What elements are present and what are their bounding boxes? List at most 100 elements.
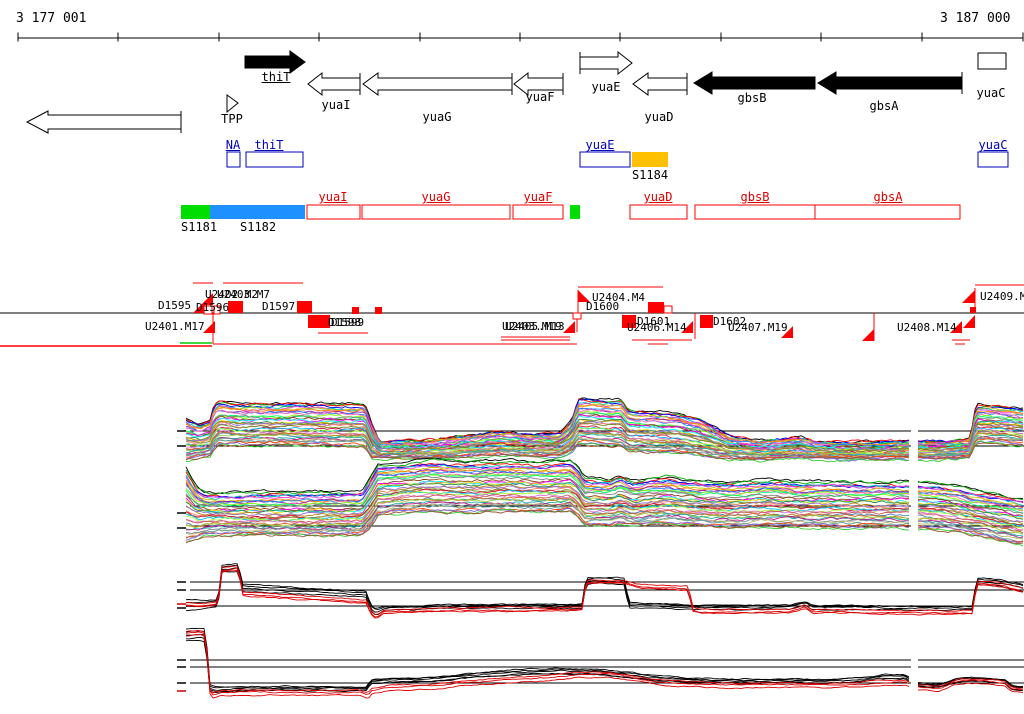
yuaE-feature-label[interactable]: yuaE xyxy=(585,138,615,152)
profile-line xyxy=(185,565,1024,615)
profile-line xyxy=(185,493,909,524)
probe-flag-triangle[interactable] xyxy=(862,329,874,341)
profile-line xyxy=(917,528,1024,547)
profile-line xyxy=(917,519,1024,539)
gbsB-segment-label[interactable]: gbsB xyxy=(740,190,770,204)
yuaF-segment-label[interactable]: yuaF xyxy=(523,190,553,204)
yuaF-segment-box[interactable] xyxy=(512,204,564,220)
probe-open-box xyxy=(572,312,582,320)
probe-flag-box[interactable] xyxy=(297,301,312,313)
gbsA-segment-box[interactable] xyxy=(814,204,961,220)
yuaD-segment-box[interactable] xyxy=(629,204,688,220)
yuaF-gene-arrow[interactable] xyxy=(513,71,564,97)
profile-line xyxy=(917,492,1024,508)
thiT-gene-label[interactable]: thiT xyxy=(261,70,291,84)
gbsB-gene-arrow[interactable] xyxy=(693,71,816,95)
S1182-segment-label: S1182 xyxy=(240,220,277,234)
profile-line xyxy=(917,526,1024,545)
yuaE-feature-box[interactable] xyxy=(579,151,631,168)
profile-line xyxy=(917,481,1024,500)
probe-label-D1601: D1601 xyxy=(637,315,671,328)
probe-flag-box[interactable] xyxy=(622,315,636,328)
profile-line xyxy=(917,520,1024,537)
probe-flag-triangle[interactable] xyxy=(578,290,590,302)
profile-line xyxy=(917,428,1023,454)
thiT-feature-label[interactable]: thiT xyxy=(254,138,284,152)
profile-line xyxy=(185,464,910,500)
probe-flag-triangle[interactable] xyxy=(681,321,693,333)
profile-line xyxy=(185,509,910,543)
probe-label-D1598: D1598 xyxy=(328,316,362,329)
yuaC-feature-box[interactable] xyxy=(977,151,1009,168)
probe-flag-triangle[interactable] xyxy=(203,321,215,333)
S1182-segment-box[interactable] xyxy=(210,205,305,219)
profile-line xyxy=(186,569,1024,619)
yuaC-feature-label[interactable]: yuaC xyxy=(978,138,1008,152)
probe-flag-box[interactable] xyxy=(648,302,664,313)
probe-label-U2407.M19: U2407.M19 xyxy=(728,321,788,334)
profile-line xyxy=(185,442,910,461)
yuaG-gene-label: yuaG xyxy=(422,110,452,124)
NA-feature-box[interactable] xyxy=(226,151,241,168)
gbsA-gene-label: gbsA xyxy=(869,99,899,113)
tpp-riboswitch-glyph[interactable] xyxy=(226,94,239,114)
ruler-end-coordinate: 3 187 000 xyxy=(940,11,1011,26)
yuaD-gene-arrow[interactable] xyxy=(632,72,688,96)
yuaI-gene-label: yuaI xyxy=(321,98,351,112)
gbsA-segment-label[interactable]: gbsA xyxy=(873,190,903,204)
yuaD-gene-label: yuaD xyxy=(644,110,674,124)
upstream-orf-arrow[interactable] xyxy=(25,110,182,134)
yuaD-segment-label[interactable]: yuaD xyxy=(643,190,673,204)
thiT-feature-box[interactable] xyxy=(245,151,304,168)
probe-label-U2409.M: U2409.M xyxy=(980,290,1024,303)
profile-line xyxy=(917,512,1024,531)
small-green-segment-box[interactable] xyxy=(570,205,580,219)
profile-line xyxy=(185,634,910,699)
probe-flag-box[interactable] xyxy=(308,315,330,328)
NA-feature-label[interactable]: NA xyxy=(225,138,241,152)
yuaC-gene-box[interactable] xyxy=(977,52,1007,70)
probe-flag-triangle[interactable] xyxy=(950,321,962,333)
probe-label-U2404.M4: U2404.M4 xyxy=(592,291,645,304)
profile-line xyxy=(185,473,910,507)
probe-flag-triangle[interactable] xyxy=(963,315,975,328)
probe-flag-box[interactable] xyxy=(700,315,713,328)
thiT-gene-arrow[interactable] xyxy=(244,50,306,74)
profile-line xyxy=(917,505,1024,523)
profile-line xyxy=(185,571,1024,616)
S1181-segment-box[interactable] xyxy=(181,205,210,219)
profile-line xyxy=(186,634,910,691)
probe-flag-triangle[interactable] xyxy=(781,326,793,338)
yuaI-segment-label[interactable]: yuaI xyxy=(318,190,348,204)
profile-line xyxy=(185,403,910,447)
profile-line xyxy=(185,627,910,688)
probe-label-U2406.M14: U2406.M14 xyxy=(627,321,687,334)
probe-label-D1596: D1596 xyxy=(196,301,230,314)
gbsA-gene-arrow[interactable] xyxy=(817,71,963,95)
profile-line xyxy=(917,682,1024,694)
probe-flag-box[interactable] xyxy=(228,301,243,313)
profile-line xyxy=(185,422,909,453)
yuaC-gene-label: yuaC xyxy=(976,86,1006,100)
profile-line xyxy=(185,567,1024,613)
yuaG-gene-arrow[interactable] xyxy=(362,72,513,96)
S1184-segment-box[interactable] xyxy=(632,152,668,167)
probe-tick-box xyxy=(375,307,382,314)
probe-flag-triangle[interactable] xyxy=(201,293,213,305)
profile-line xyxy=(185,508,910,541)
profile-line xyxy=(918,480,1024,501)
yuaE-gene-arrow[interactable] xyxy=(579,50,633,76)
S1184-segment-label: S1184 xyxy=(631,168,669,182)
expression-panel-2 xyxy=(177,457,1024,547)
yuaI-gene-arrow[interactable] xyxy=(307,71,361,97)
probe-flag-triangle[interactable] xyxy=(962,290,975,303)
yuaG-segment-label[interactable]: yuaG xyxy=(421,190,451,204)
yuaG-segment-box[interactable] xyxy=(361,204,511,220)
probe-open-box xyxy=(203,305,213,315)
yuaF-gene-label: yuaF xyxy=(525,90,555,104)
probe-flag-triangle[interactable] xyxy=(563,321,575,333)
yuaI-segment-box[interactable] xyxy=(306,204,361,220)
profile-line xyxy=(185,469,910,505)
